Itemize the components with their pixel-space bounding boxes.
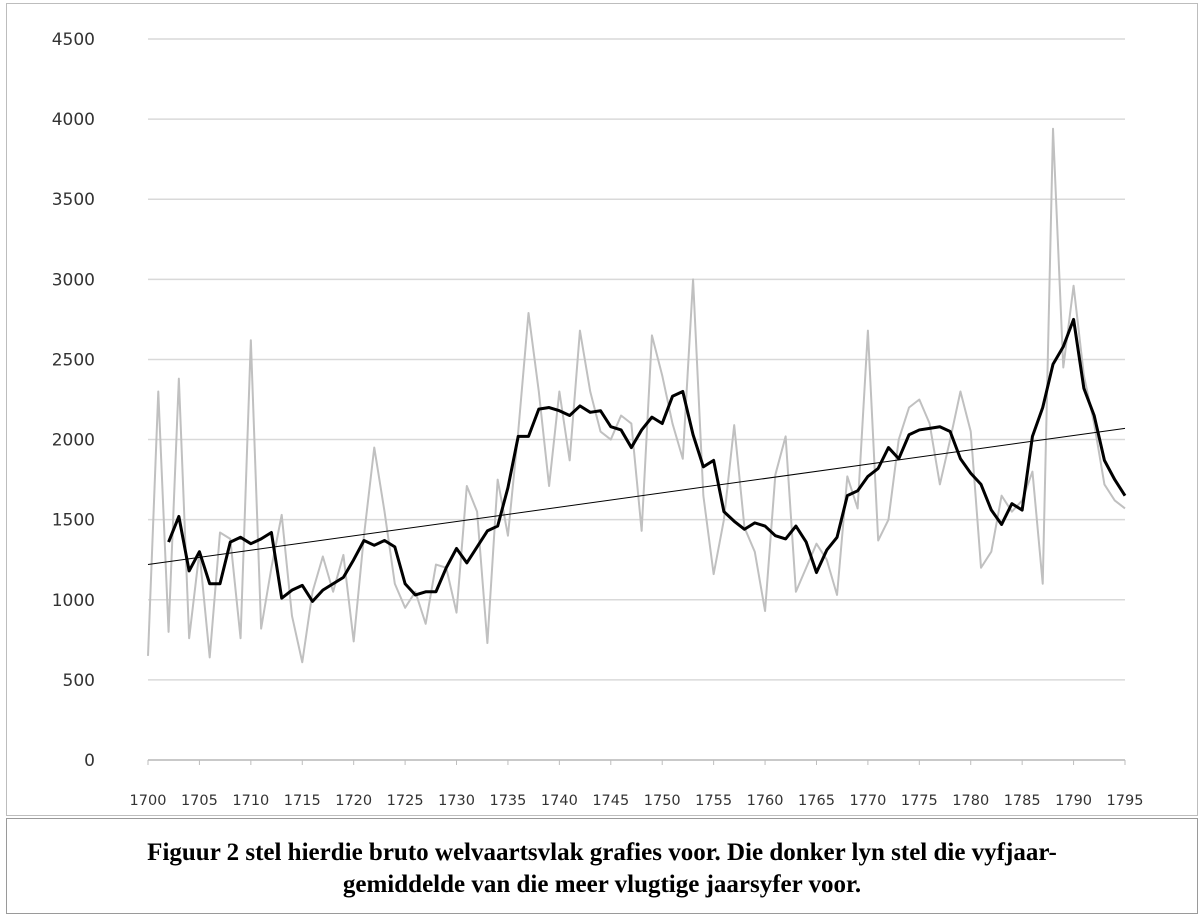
y-tick-label: 1500 (52, 511, 95, 531)
series-line (147, 427, 1126, 566)
caption-line: Figuur 2 stel hierdie bruto welvaartsvla… (147, 839, 1057, 866)
x-tick-label: 1780 (952, 793, 989, 809)
x-tick-label: 1760 (747, 793, 784, 809)
y-tick-label: 2500 (52, 350, 95, 370)
series-line (167, 317, 1127, 603)
x-tick-label: 1740 (541, 793, 578, 809)
y-tick-label: 4000 (52, 110, 95, 130)
x-tick-label: 1735 (489, 793, 526, 809)
x-tick-label: 1730 (438, 793, 475, 809)
series-line (147, 127, 1126, 664)
x-tick-label: 1790 (1055, 793, 1092, 809)
x-tick-label: 1710 (232, 793, 269, 809)
x-tick-label: 1785 (1004, 793, 1041, 809)
chart: 0 500 1000 1500 2000 2500 3000 3500 4000 4500 1700… (52, 30, 1144, 809)
chart-frame: 0 500 1000 1500 2000 2500 3000 3500 4000 4500 1700… (6, 3, 1198, 816)
y-tick-label: 0 (84, 751, 95, 771)
x-tick-label: 1715 (284, 793, 321, 809)
x-tick-label: 1755 (695, 793, 732, 809)
caption: Figuur 2 stel hierdie bruto welvaartsvla… (6, 818, 1198, 914)
y-tick-label: 2000 (52, 431, 95, 451)
x-tick-label: 1720 (335, 793, 372, 809)
y-tick-label: 1000 (52, 591, 95, 611)
x-tick-label: 1705 (181, 793, 218, 809)
x-tick-label: 1745 (592, 793, 629, 809)
x-tick-label: 1775 (901, 793, 938, 809)
x-tick-label: 1795 (1107, 793, 1144, 809)
y-tick-label: 3500 (52, 190, 95, 210)
x-tick-label: 1765 (798, 793, 835, 809)
x-tick-label: 1700 (130, 793, 167, 809)
y-tick-label: 4500 (52, 30, 95, 50)
x-tick-label: 1750 (644, 793, 681, 809)
x-tick-label: 1725 (387, 793, 424, 809)
y-tick-label: 3000 (52, 270, 95, 290)
caption-line: gemiddelde van die meer vlugtige jaarsyf… (342, 871, 862, 898)
x-tick-label: 1770 (849, 793, 886, 809)
y-tick-label: 500 (63, 671, 95, 691)
